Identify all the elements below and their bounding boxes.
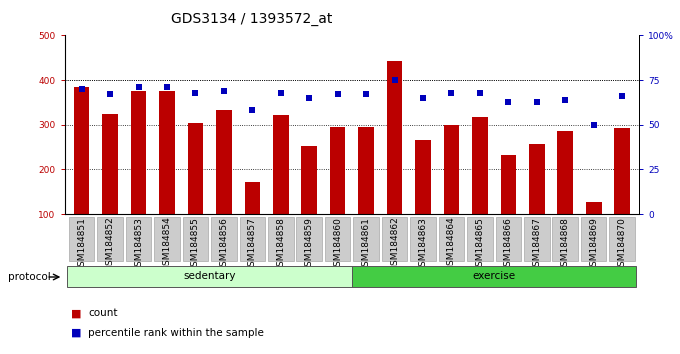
Bar [410, 217, 436, 261]
Text: count: count [88, 308, 118, 318]
Point [389, 77, 400, 83]
Bar [354, 217, 379, 261]
Bar [581, 217, 607, 261]
Text: exercise: exercise [473, 272, 515, 281]
Text: sedentary: sedentary [184, 272, 236, 281]
Bar [358, 127, 374, 214]
Text: protocol: protocol [8, 272, 51, 282]
Text: GSM184851: GSM184851 [77, 217, 86, 272]
Bar [245, 182, 260, 214]
Point [218, 88, 229, 94]
Text: GSM184855: GSM184855 [191, 217, 200, 272]
Bar [439, 217, 464, 261]
Text: GSM184865: GSM184865 [475, 217, 484, 272]
Point [247, 108, 258, 113]
Text: GSM184858: GSM184858 [276, 217, 286, 272]
Text: GSM184852: GSM184852 [105, 217, 115, 272]
Text: ■: ■ [71, 328, 82, 338]
Text: GSM184870: GSM184870 [617, 217, 627, 272]
Text: GSM184868: GSM184868 [561, 217, 570, 272]
Bar [126, 217, 152, 261]
Bar [558, 131, 573, 214]
Point [133, 84, 144, 90]
Point [503, 99, 514, 104]
Point [531, 99, 542, 104]
Point [475, 90, 486, 96]
Bar [387, 61, 403, 214]
Text: GSM184857: GSM184857 [248, 217, 257, 272]
Point [617, 93, 628, 99]
Text: GSM184856: GSM184856 [220, 217, 228, 272]
Bar [183, 217, 208, 261]
Bar [325, 217, 350, 261]
Point [304, 95, 315, 101]
Point [162, 84, 173, 90]
Text: GSM184867: GSM184867 [532, 217, 541, 272]
Bar [496, 217, 521, 261]
Bar [500, 155, 516, 214]
Bar [352, 266, 636, 287]
Bar [69, 217, 95, 261]
Text: GSM184862: GSM184862 [390, 217, 399, 272]
Text: GDS3134 / 1393572_at: GDS3134 / 1393572_at [171, 12, 333, 27]
Bar [472, 117, 488, 214]
Bar [381, 217, 407, 261]
Text: percentile rank within the sample: percentile rank within the sample [88, 328, 265, 338]
Point [190, 90, 201, 96]
Text: ■: ■ [71, 308, 82, 318]
Point [418, 95, 428, 101]
Bar [273, 114, 288, 214]
Bar [67, 266, 352, 287]
Bar [614, 128, 630, 214]
Text: GSM184853: GSM184853 [134, 217, 143, 272]
Text: GSM184859: GSM184859 [305, 217, 313, 272]
Bar [552, 217, 578, 261]
Bar [301, 146, 317, 214]
Bar [609, 217, 635, 261]
Text: GSM184863: GSM184863 [418, 217, 428, 272]
Bar [529, 144, 545, 214]
Bar [296, 217, 322, 261]
Point [333, 92, 343, 97]
Bar [188, 122, 203, 214]
Text: GSM184866: GSM184866 [504, 217, 513, 272]
Bar [586, 202, 602, 214]
Text: GSM184860: GSM184860 [333, 217, 342, 272]
Text: GSM184864: GSM184864 [447, 217, 456, 272]
Bar [268, 217, 294, 261]
Point [76, 86, 87, 92]
Bar [154, 217, 180, 261]
Bar [159, 91, 175, 214]
Point [275, 90, 286, 96]
Bar [216, 110, 232, 214]
Bar [415, 141, 431, 214]
Bar [330, 127, 345, 214]
Bar [467, 217, 493, 261]
Point [360, 92, 371, 97]
Bar [131, 91, 146, 214]
Point [560, 97, 571, 103]
Bar [102, 114, 118, 214]
Bar [443, 125, 459, 214]
Bar [74, 87, 90, 214]
Bar [97, 217, 123, 261]
Text: GSM184854: GSM184854 [163, 217, 171, 272]
Bar [524, 217, 549, 261]
Point [446, 90, 457, 96]
Point [588, 122, 599, 127]
Text: GSM184861: GSM184861 [362, 217, 371, 272]
Text: GSM184869: GSM184869 [589, 217, 598, 272]
Point [105, 92, 116, 97]
Bar [211, 217, 237, 261]
Bar [239, 217, 265, 261]
